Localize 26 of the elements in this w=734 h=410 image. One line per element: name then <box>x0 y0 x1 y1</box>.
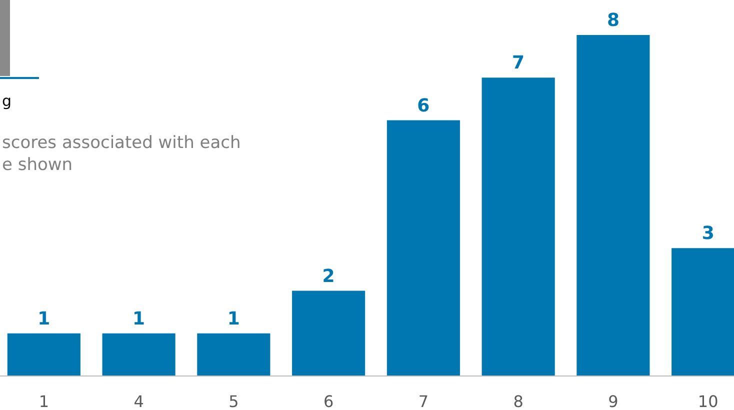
data-label: 1 <box>132 308 146 330</box>
x-tick-label: 4 <box>134 392 144 410</box>
data-label: 6 <box>417 95 430 116</box>
bar <box>482 78 555 376</box>
data-label: 3 <box>702 223 714 244</box>
x-tick-label: 5 <box>228 392 239 410</box>
data-label: 7 <box>512 52 525 74</box>
data-label: 1 <box>38 308 50 330</box>
bar <box>197 333 270 376</box>
bar <box>292 290 366 376</box>
bar <box>576 35 650 376</box>
data-label: 1 <box>227 308 240 330</box>
x-tick-label: 1 <box>38 392 50 410</box>
data-label: 2 <box>322 266 335 287</box>
bar <box>7 333 80 376</box>
text: g <box>2 92 12 110</box>
annotation: scores associated with each <box>2 133 241 153</box>
data-label: 8 <box>606 10 620 31</box>
x-tick-label: 6 <box>323 392 334 410</box>
x-tick-label: 9 <box>608 392 618 410</box>
x-tick-label: 8 <box>513 392 524 410</box>
bar <box>386 120 460 376</box>
x-tick-label: 7 <box>418 392 429 410</box>
annotation: e shown <box>2 155 73 175</box>
x-tick-label: 10 <box>698 392 718 410</box>
bar <box>102 333 176 376</box>
